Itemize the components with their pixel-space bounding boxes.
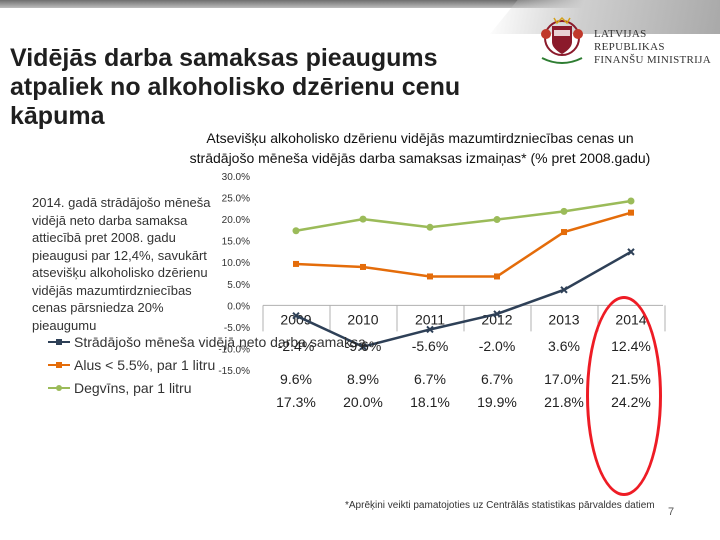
slide-title: Vidējās darba samaksas pieaugums atpalie… — [10, 44, 461, 130]
y-tick-label: 30.0% — [222, 172, 250, 183]
data-label: -9.6% — [344, 338, 382, 354]
data-label: 19.9% — [477, 394, 517, 410]
y-tick-label: 0.0% — [227, 301, 250, 312]
chart-title-line-1: Atsevišķu alkoholisko dzērienu vidējās m… — [206, 130, 634, 146]
data-point — [493, 310, 501, 318]
chart-title-line-2: strādājošo mēneša vidējās darba samaksas… — [189, 150, 651, 166]
data-label: 17.0% — [544, 371, 584, 387]
legend-label: Alus < 5.5%, par 1 litru — [74, 356, 216, 373]
data-point — [426, 223, 434, 231]
data-point — [628, 209, 634, 216]
y-tick-label: -15.0% — [218, 366, 250, 377]
data-label: 20.0% — [343, 394, 383, 410]
y-tick-label: -10.0% — [218, 344, 250, 355]
data-point — [427, 273, 433, 280]
legend-key — [48, 383, 70, 393]
category-label: 2013 — [548, 311, 579, 327]
data-label: -2.4% — [277, 338, 315, 354]
ministry-name: LATVIJAS REPUBLIKAS FINANŠU MINISTRIJA — [594, 28, 711, 66]
series-line — [295, 199, 632, 232]
category-label: 2009 — [280, 311, 311, 327]
category-label: 2011 — [415, 311, 445, 327]
legend-key — [48, 337, 70, 347]
y-tick-label: 10.0% — [222, 258, 250, 269]
y-tick-label: 20.0% — [222, 215, 250, 226]
data-point — [293, 260, 299, 267]
data-label: 6.7% — [481, 371, 513, 387]
data-point — [627, 248, 635, 256]
data-point — [560, 207, 568, 215]
data-label: 18.1% — [410, 394, 450, 410]
data-point — [493, 216, 501, 224]
data-label: 17.3% — [276, 394, 316, 410]
data-point — [561, 229, 567, 236]
data-label: 21.8% — [544, 394, 584, 410]
data-point — [292, 311, 300, 320]
data-point — [359, 343, 367, 351]
data-label: 3.6% — [548, 338, 580, 354]
legend-label: Strādājošo mēneša vidējā neto darba sama… — [74, 333, 366, 350]
ministry-coat-of-arms-logo — [541, 16, 583, 64]
data-point — [360, 263, 366, 270]
y-tick-label: 5.0% — [227, 280, 250, 291]
y-tick-label: 25.0% — [222, 194, 250, 205]
data-label: 8.9% — [347, 371, 379, 387]
legend-label: Degvīns, par 1 litru — [74, 379, 192, 396]
y-tick-label: -5.0% — [224, 323, 250, 334]
data-point — [494, 273, 500, 280]
series-line — [295, 211, 632, 278]
data-label: 6.7% — [414, 371, 446, 387]
category-label: 2010 — [347, 311, 378, 327]
highlight-oval-2014 — [586, 296, 662, 496]
data-point — [359, 215, 367, 223]
data-point — [627, 197, 635, 205]
top-corner-decoration — [490, 0, 720, 34]
data-label: -2.0% — [478, 338, 516, 354]
data-point — [292, 227, 300, 235]
legend-entry: Degvīns, par 1 litru — [48, 376, 366, 399]
data-label: 9.6% — [280, 371, 312, 387]
data-point — [426, 325, 434, 334]
chart-legend: Strādājošo mēneša vidējā neto darba sama… — [48, 330, 366, 399]
legend-entry: Alus < 5.5%, par 1 litru — [48, 353, 366, 376]
data-label: -5.6% — [411, 338, 449, 354]
footnote: *Aprēķini veikti pamatojoties uz Centrāl… — [345, 500, 655, 511]
data-point — [560, 286, 568, 294]
left-annotation-text: 2014. gadā strādājošo mēneša vidējā neto… — [32, 195, 211, 333]
legend-entry: Strādājošo mēneša vidējā neto darba sama… — [48, 330, 366, 353]
top-decorative-bar — [0, 0, 720, 8]
page-number: 7 — [668, 506, 675, 518]
y-tick-label: 15.0% — [222, 237, 250, 248]
legend-key — [48, 360, 70, 370]
series-line — [295, 250, 632, 349]
chart-title: Atsevišķu alkoholisko dzērienu vidējās m… — [130, 128, 710, 168]
